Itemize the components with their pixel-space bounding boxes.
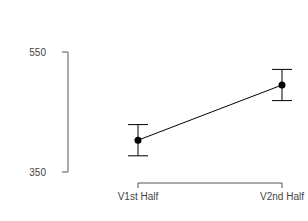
y-tick-label: 350 xyxy=(29,167,46,178)
x-tick-label: V2nd Half xyxy=(260,191,304,202)
y-tick xyxy=(62,172,68,173)
chart-container: 350 550 V1st Half V2nd Half xyxy=(0,0,308,221)
y-tick xyxy=(62,52,68,53)
x-axis-line xyxy=(138,183,282,184)
data-group xyxy=(128,69,292,155)
series-line xyxy=(138,85,282,140)
chart-svg: 350 550 V1st Half V2nd Half xyxy=(0,0,308,221)
error-bar xyxy=(128,125,148,156)
error-bar xyxy=(272,69,292,100)
data-point xyxy=(135,137,142,144)
y-axis-line xyxy=(68,52,69,172)
x-tick xyxy=(138,183,139,188)
x-tick xyxy=(282,183,283,188)
data-point xyxy=(279,82,286,89)
y-tick-label: 550 xyxy=(29,47,46,58)
x-tick-label: V1st Half xyxy=(118,191,159,202)
